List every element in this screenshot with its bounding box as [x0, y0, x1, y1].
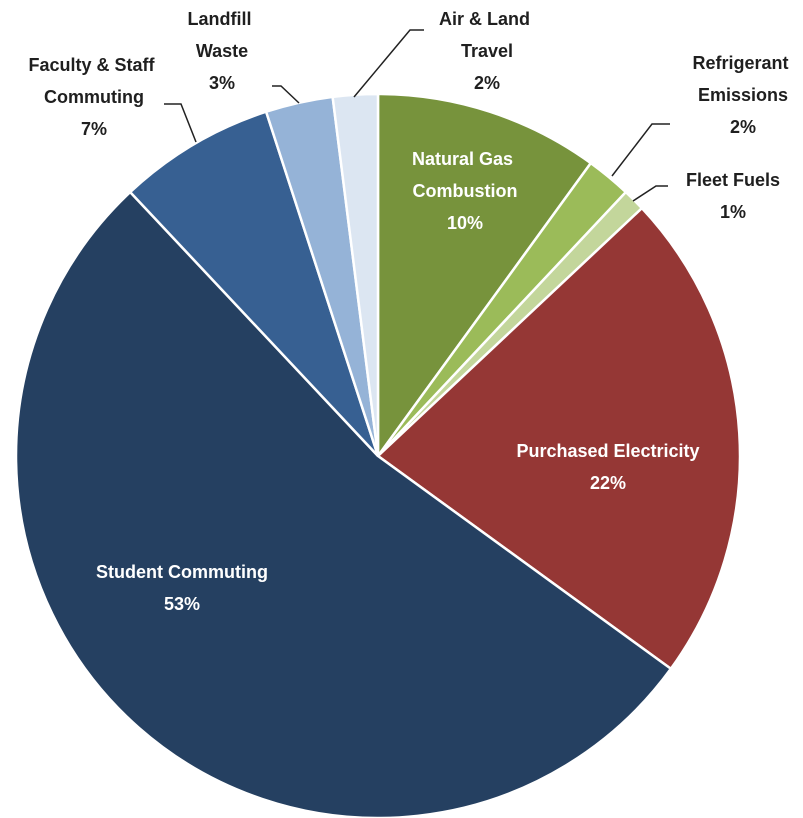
slice-label: Refrigerant Emissions	[692, 53, 793, 105]
slice-label: Fleet Fuels	[686, 170, 780, 190]
leader-line	[611, 123, 670, 177]
pie-slice	[14, 190, 673, 818]
slice-label: Air & Land Travel	[439, 9, 535, 61]
value-label: 53%	[164, 594, 200, 614]
value-label: 2%	[474, 73, 500, 93]
leader-line	[272, 85, 300, 104]
pie-slice	[128, 110, 380, 457]
slice-label: Purchased Electricity	[516, 441, 699, 461]
slice-label: Student Commuting	[96, 562, 268, 582]
slice-label: Landfill Waste	[188, 9, 257, 61]
value-label: 7%	[81, 119, 107, 139]
value-label: 10%	[447, 213, 483, 233]
value-label: 22%	[590, 473, 626, 493]
slice-label: Faculty & Staff Commuting	[28, 55, 159, 107]
slices	[14, 92, 742, 818]
leader-lines	[164, 29, 670, 202]
slice-label: Natural Gas Combustion	[412, 149, 518, 201]
labels: Natural Gas Combustion 10% Refrigerant Emi…	[28, 9, 793, 614]
pie-slice	[376, 92, 593, 460]
value-label: 1%	[720, 202, 746, 222]
leader-line	[632, 185, 668, 202]
value-label: 3%	[209, 73, 235, 93]
leader-line	[164, 103, 197, 143]
value-label: 2%	[730, 117, 756, 137]
leader-line	[353, 29, 424, 98]
pie-slice	[376, 206, 742, 671]
